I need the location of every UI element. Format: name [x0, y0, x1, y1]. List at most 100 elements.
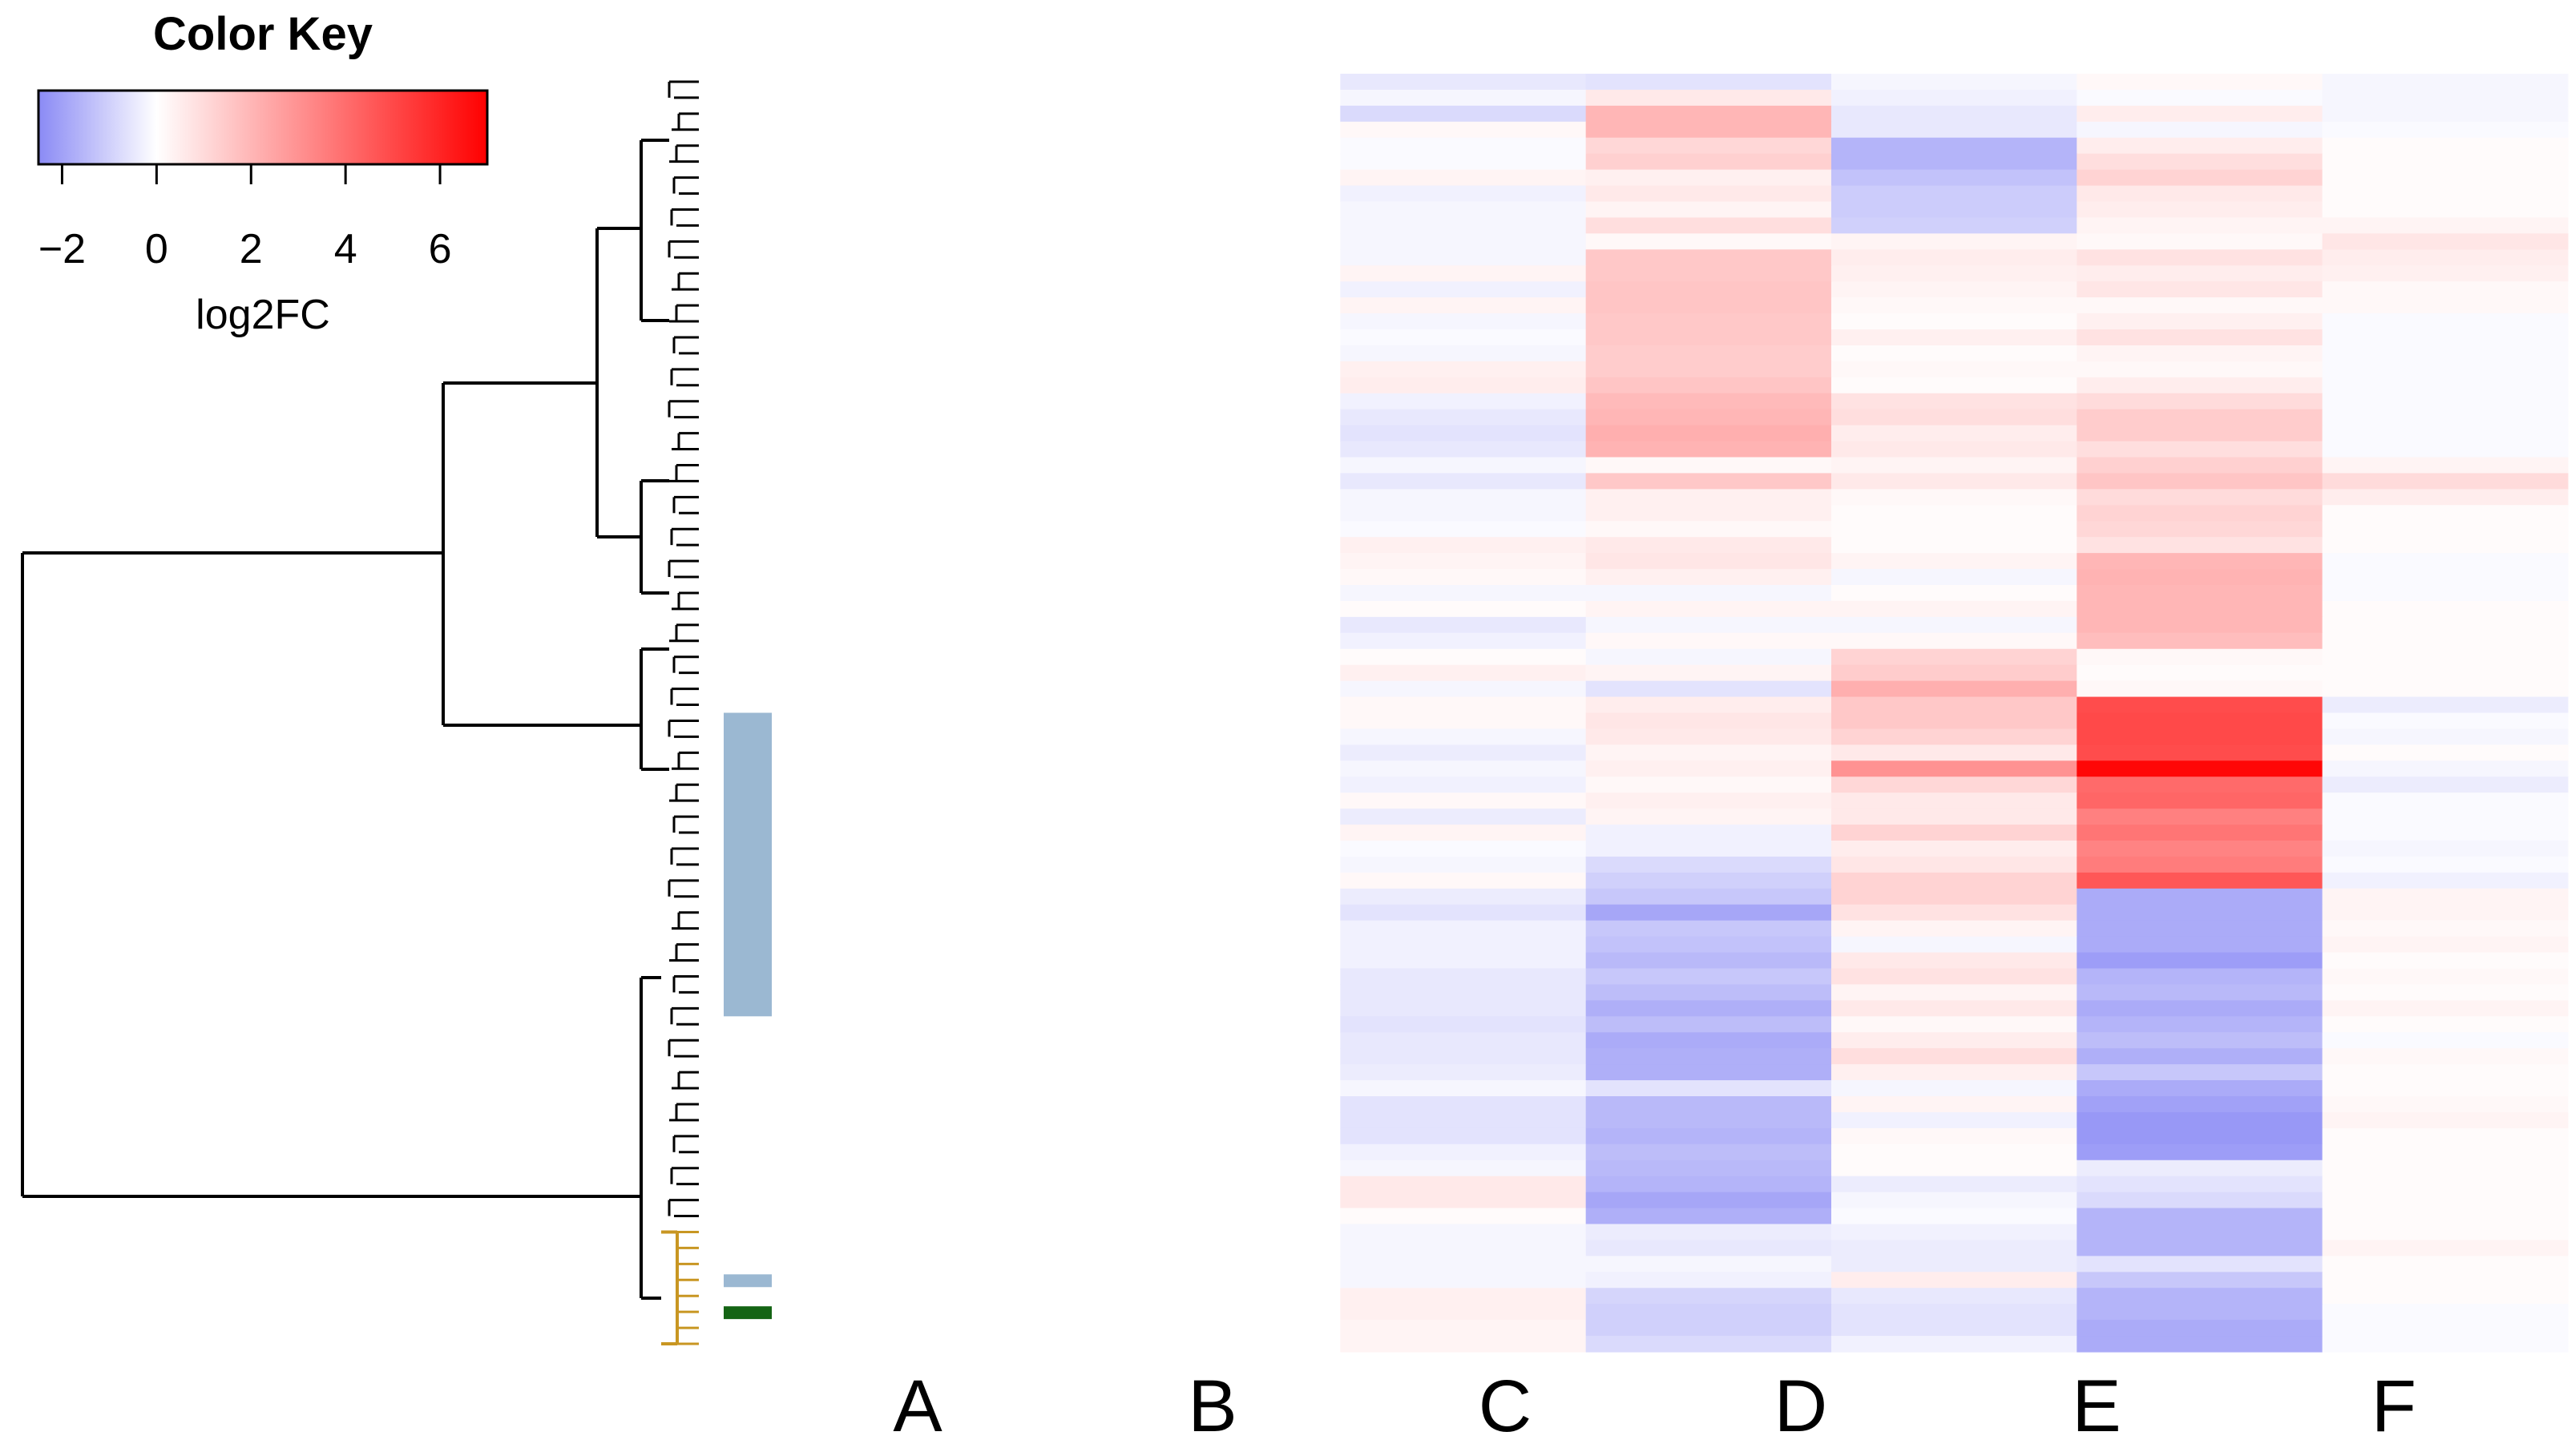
heatmap-cell — [1831, 185, 2077, 203]
heatmap-cell — [2077, 505, 2323, 522]
heatmap-cell — [1585, 728, 1832, 745]
heatmap-cell — [2077, 153, 2323, 171]
heatmap-cell — [1340, 1320, 1587, 1337]
heatmap-cell — [1831, 1048, 2077, 1065]
heatmap-cell — [2077, 952, 2323, 970]
heatmap-cell — [2077, 185, 2323, 203]
heatmap-cell — [2077, 521, 2323, 538]
heatmap-cell — [2322, 984, 2569, 1001]
heatmap-cell — [1585, 616, 1832, 634]
heatmap-cell — [1831, 74, 2077, 91]
heatmap-cell — [2077, 297, 2323, 314]
heatmap-cell — [2322, 1336, 2569, 1353]
heatmap-cell — [1340, 1080, 1587, 1097]
heatmap-cell — [2322, 505, 2569, 522]
heatmap-cell — [2077, 1336, 2323, 1353]
heatmap-cell — [1831, 409, 2077, 426]
heatmap-cell — [2322, 888, 2569, 905]
heatmap-cell — [1585, 920, 1832, 938]
heatmap-cell — [1831, 329, 2077, 346]
heatmap-cell — [2077, 105, 2323, 123]
heatmap-cell — [1831, 393, 2077, 410]
heatmap-cell — [1831, 904, 2077, 922]
heatmap-cell — [2077, 473, 2323, 490]
heatmap-cell — [1340, 409, 1587, 426]
heatmap-cell — [1585, 1160, 1832, 1177]
heatmap-cell — [2077, 696, 2323, 714]
heatmap-cell — [2077, 329, 2323, 346]
heatmap-cell — [1340, 1096, 1587, 1113]
heatmap-cell — [1340, 632, 1587, 650]
heatmap-cell — [1340, 1016, 1587, 1033]
heatmap-cell — [1585, 1272, 1832, 1289]
heatmap-cell — [1585, 233, 1832, 250]
heatmap-cell — [1831, 233, 2077, 250]
heatmap-cell — [1340, 616, 1587, 634]
heatmap-cell — [1831, 1192, 2077, 1209]
dendrogram-cluster-3 — [640, 647, 669, 771]
heatmap-cell — [2077, 1320, 2323, 1337]
heatmap-cell — [2077, 1143, 2323, 1161]
heatmap-cell — [1340, 744, 1587, 761]
dendrogram-leaves — [661, 80, 699, 1345]
heatmap-cell — [2322, 201, 2569, 219]
heatmap-cell — [2322, 664, 2569, 682]
heatmap-cell — [1585, 1048, 1832, 1065]
heatmap-cell — [1585, 936, 1832, 954]
heatmap-cell — [1831, 1000, 2077, 1017]
heatmap-cell — [1340, 521, 1587, 538]
heatmap-cell — [2077, 377, 2323, 394]
heatmap-cell — [1831, 1080, 2077, 1097]
heatmap-cell — [2322, 313, 2569, 330]
heatmap-cell — [2322, 537, 2569, 554]
heatmap-cell — [1340, 712, 1587, 730]
heatmap-cell — [1340, 249, 1587, 266]
heatmap-cell — [2077, 809, 2323, 825]
heatmap-cell — [1831, 952, 2077, 970]
heatmap-cell — [1585, 457, 1832, 474]
side-bar — [724, 1306, 772, 1320]
heatmap-cell — [2077, 1032, 2323, 1049]
heatmap-cell — [2322, 297, 2569, 314]
heatmap-cell — [1340, 920, 1587, 938]
heatmap-cell — [1831, 712, 2077, 730]
heatmap-cell — [1831, 569, 2077, 586]
heatmap-cell — [1340, 984, 1587, 1001]
heatmap-cell — [1340, 89, 1587, 107]
heatmap-cell — [2322, 760, 2569, 777]
heatmap-cell — [1831, 377, 2077, 394]
heatmap-cell — [2322, 809, 2569, 825]
heatmap-cell — [1831, 169, 2077, 187]
heatmap-cell — [2322, 1064, 2569, 1081]
heatmap-cell — [2077, 457, 2323, 474]
heatmap-cell — [1831, 760, 2077, 777]
heatmap-cell — [2322, 169, 2569, 187]
heatmap-cell — [1831, 457, 2077, 474]
heatmap-cell — [1340, 185, 1587, 203]
heatmap-cell — [1831, 1096, 2077, 1113]
heatmap-cell — [1340, 537, 1587, 554]
heatmap-cell — [2322, 409, 2569, 426]
heatmap-cell — [1585, 409, 1832, 426]
heatmap-cell — [2077, 1048, 2323, 1065]
heatmap-cell — [1585, 680, 1832, 698]
heatmap-cell — [1585, 1096, 1832, 1113]
heatmap-cell — [2322, 281, 2569, 298]
heatmap-cell — [1585, 473, 1832, 490]
heatmap-cell — [1340, 121, 1587, 139]
heatmap-cell — [1340, 856, 1587, 873]
heatmap-cell — [2322, 89, 2569, 107]
heatmap-cell — [1831, 856, 2077, 873]
heatmap-cell — [2322, 648, 2569, 666]
heatmap-cell — [2077, 137, 2323, 155]
heatmap-cell — [2077, 793, 2323, 809]
dendrogram-cluster-4 — [640, 976, 661, 1300]
heatmap-cell — [2322, 1032, 2569, 1049]
heatmap-cell — [1831, 616, 2077, 634]
heatmap-cell — [2322, 249, 2569, 266]
heatmap-cell — [1831, 1336, 2077, 1353]
heatmap-cell — [2077, 201, 2323, 219]
color-key-tick-label: 4 — [334, 226, 357, 272]
heatmap-cell — [2077, 680, 2323, 698]
heatmap-cell — [2077, 345, 2323, 362]
